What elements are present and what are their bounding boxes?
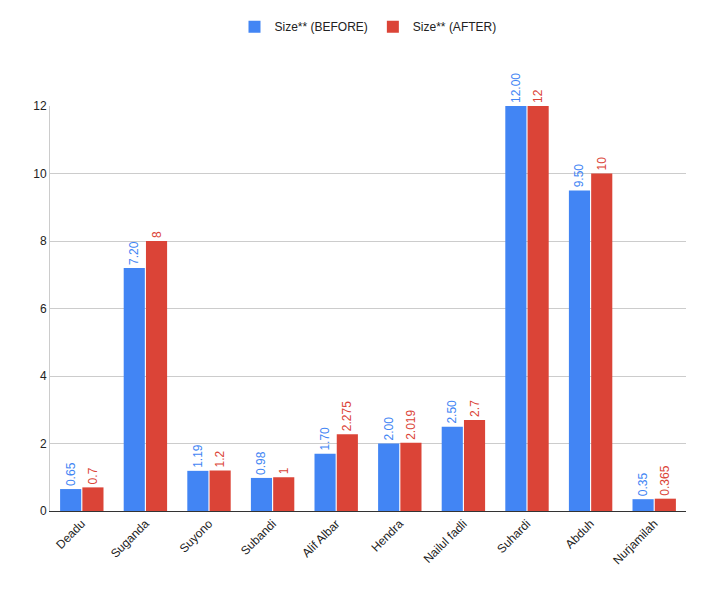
svg-text:2.275: 2.275 <box>340 401 354 431</box>
svg-text:Subandi: Subandi <box>238 517 279 558</box>
svg-text:1.2: 1.2 <box>213 450 227 467</box>
svg-text:1.70: 1.70 <box>318 427 332 451</box>
svg-text:10: 10 <box>33 167 47 181</box>
svg-text:9.50: 9.50 <box>572 164 586 188</box>
svg-text:8: 8 <box>40 234 47 248</box>
svg-text:Size** (BEFORE): Size** (BEFORE) <box>275 20 368 34</box>
svg-text:0: 0 <box>40 504 47 518</box>
svg-text:8: 8 <box>150 231 164 238</box>
svg-text:6: 6 <box>40 302 47 316</box>
svg-text:Suganda: Suganda <box>108 517 152 561</box>
svg-text:2.50: 2.50 <box>445 400 459 424</box>
svg-text:0.35: 0.35 <box>636 473 650 497</box>
svg-text:Hendra: Hendra <box>368 517 406 555</box>
svg-text:Suhardi: Suhardi <box>494 517 533 556</box>
svg-text:Size** (AFTER): Size** (AFTER) <box>413 20 496 34</box>
svg-text:0.98: 0.98 <box>254 451 268 475</box>
svg-text:0.7: 0.7 <box>86 467 100 484</box>
svg-text:10: 10 <box>595 157 609 171</box>
svg-text:7.20: 7.20 <box>127 241 141 265</box>
svg-text:12: 12 <box>531 89 545 103</box>
svg-text:0.65: 0.65 <box>64 462 78 486</box>
svg-text:Suyono: Suyono <box>177 517 216 556</box>
svg-text:0.365: 0.365 <box>658 465 672 495</box>
svg-text:Deadu: Deadu <box>53 517 88 552</box>
svg-text:12.00: 12.00 <box>509 73 523 103</box>
svg-text:2: 2 <box>40 437 47 451</box>
svg-text:4: 4 <box>40 369 47 383</box>
svg-text:2.7: 2.7 <box>468 400 482 417</box>
svg-text:Abduh: Abduh <box>563 517 597 551</box>
svg-text:Nailul fadli: Nailul fadli <box>421 517 470 566</box>
svg-text:Alif Albar: Alif Albar <box>299 517 342 560</box>
svg-text:1.19: 1.19 <box>191 444 205 468</box>
svg-text:2.00: 2.00 <box>382 417 396 441</box>
svg-text:12: 12 <box>33 99 47 113</box>
svg-text:1: 1 <box>277 467 291 474</box>
svg-text:2.019: 2.019 <box>404 410 418 440</box>
svg-text:Nurjamilah: Nurjamilah <box>610 517 660 567</box>
